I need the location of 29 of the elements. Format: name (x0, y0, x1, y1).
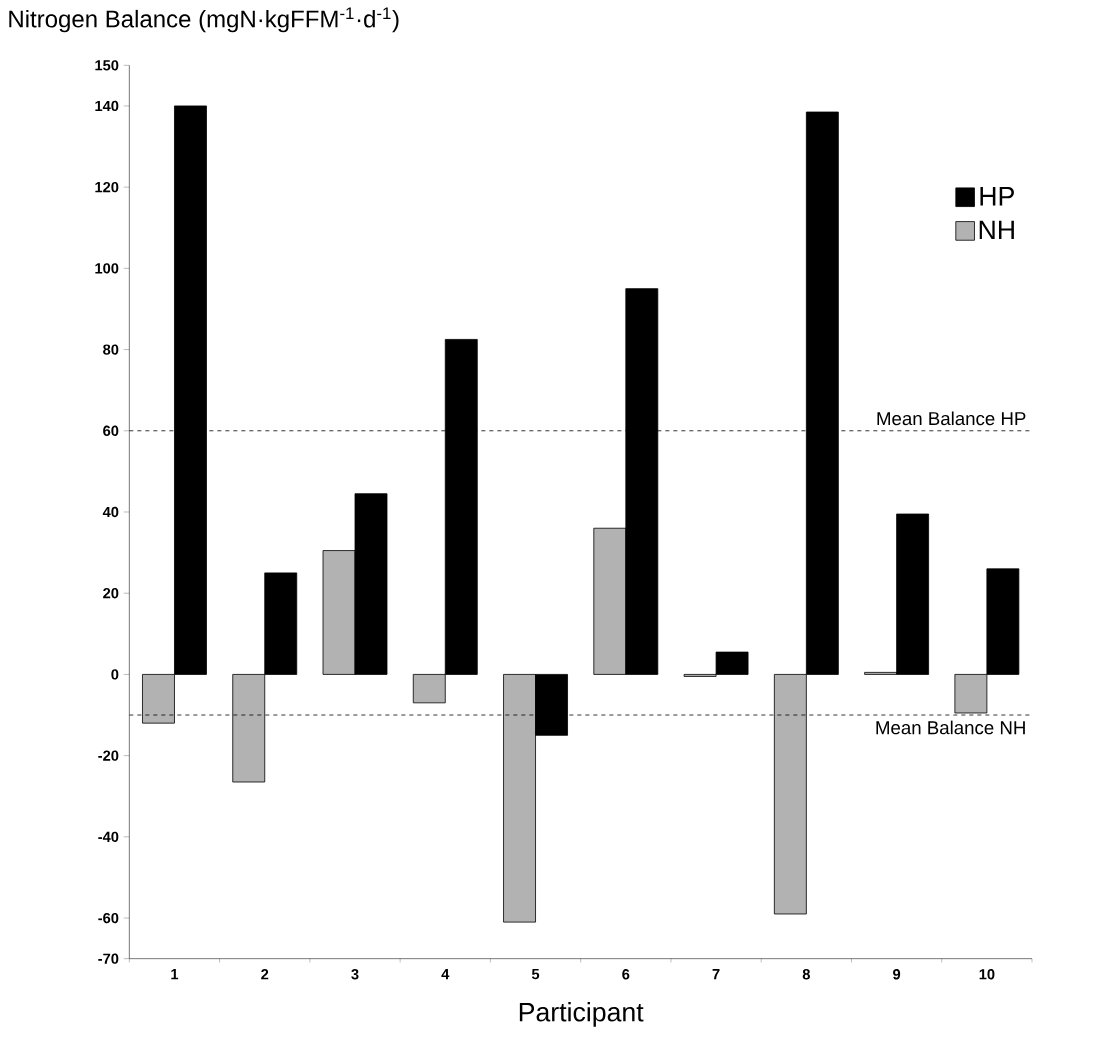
y-tick-label: 0 (111, 669, 119, 680)
y-tick-label: 100 (95, 263, 119, 274)
ref-line-label: Mean Balance HP (877, 411, 1026, 426)
x-tick-label: 10 (979, 968, 995, 980)
y-tick-label: 20 (103, 587, 119, 599)
y-tick-label: 80 (103, 344, 119, 355)
y-tick-label: 140 (95, 100, 119, 111)
legend-label: NH (979, 220, 1014, 239)
y-axis-title: Nitrogen Balance (mgN·kgFFM$^{-1}$·d$^{-1}$) (9, 7, 399, 33)
y-tick-label: 120 (95, 181, 119, 193)
x-tick-label: 8 (802, 968, 810, 980)
x-tick-label: 5 (531, 968, 540, 980)
ref-line-label: Mean Balance NH (876, 720, 1025, 735)
y-tick-label: -70 (98, 953, 119, 964)
y-tick-label: 60 (103, 425, 119, 436)
x-tick-label: 9 (893, 968, 901, 980)
y-tick-label: -40 (98, 831, 119, 842)
y-tick-label: 40 (102, 506, 119, 518)
y-tick-label: -20 (98, 750, 119, 761)
x-tick-label: 1 (171, 968, 179, 979)
x-axis-title: Participant (519, 1001, 644, 1027)
x-tick-label: 7 (712, 968, 720, 979)
y-tick-label: 150 (95, 59, 119, 71)
x-tick-label: 6 (622, 968, 630, 980)
y-tick-label: -60 (98, 912, 119, 924)
legend-label: HP (980, 186, 1014, 206)
x-tick-label: 4 (441, 968, 450, 979)
x-tick-label: 2 (261, 968, 269, 980)
x-tick-label: 3 (351, 968, 359, 980)
